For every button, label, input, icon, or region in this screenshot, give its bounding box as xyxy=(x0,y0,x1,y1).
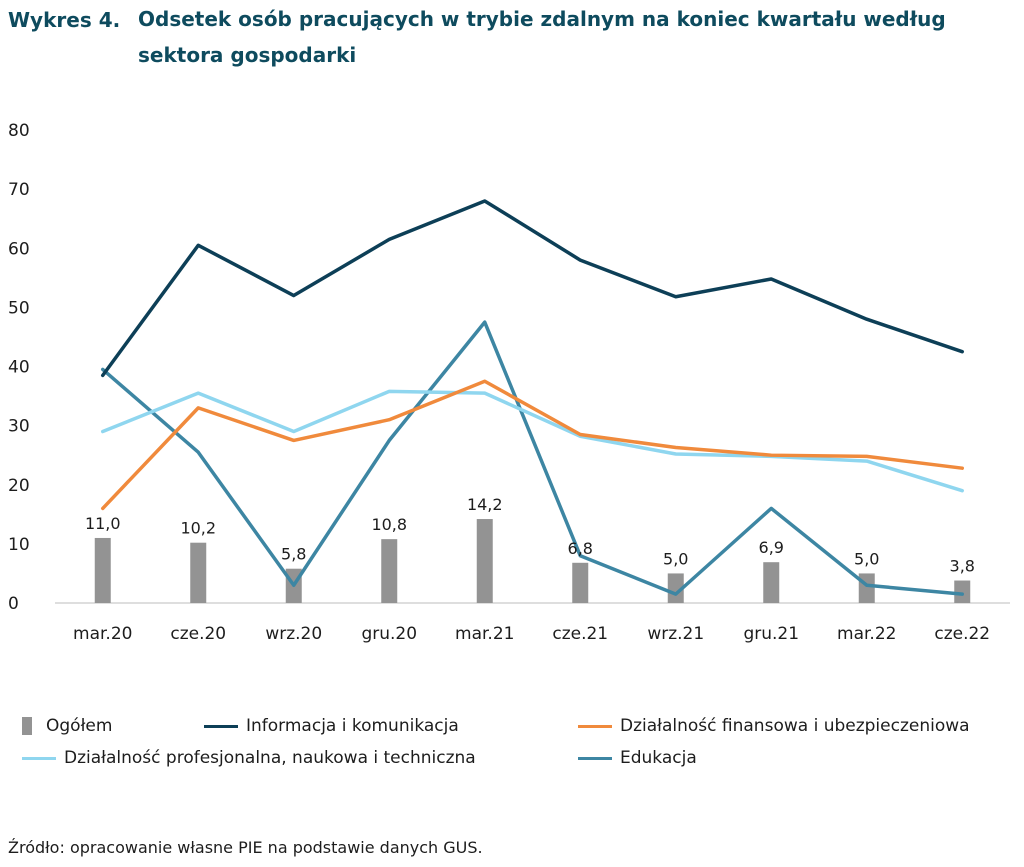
y-tick-label: 10 xyxy=(8,535,30,555)
bar-data-label: 10,2 xyxy=(180,519,216,538)
bar-ogolem xyxy=(94,537,111,603)
line-prof xyxy=(101,389,964,493)
legend-item-fin: Działalność finansowa i ubezpieczeniowa xyxy=(578,716,970,736)
bar-data-label: 10,8 xyxy=(371,515,407,534)
y-tick-label: 30 xyxy=(8,417,30,437)
bar-data-label: 6,8 xyxy=(568,539,593,558)
bar-ogolem xyxy=(954,580,971,603)
legend-swatch-info xyxy=(204,724,238,728)
legend-swatch-ogolem xyxy=(22,717,32,735)
legend-swatch-prof xyxy=(22,756,56,760)
bar-ogolem xyxy=(667,573,684,603)
x-tick-label: gru.21 xyxy=(743,624,799,644)
x-tick-label: cze.20 xyxy=(170,624,226,644)
line-fin xyxy=(101,379,964,511)
x-tick-label: mar.20 xyxy=(73,624,132,644)
legend-label-ogolem: Ogółem xyxy=(46,716,113,736)
bar-data-label: 11,0 xyxy=(85,514,121,533)
bar-data-label: 14,2 xyxy=(467,495,503,514)
legend-item-info: Informacja i komunikacja xyxy=(204,716,459,736)
chart-number: Wykres 4. xyxy=(8,8,121,32)
legend-swatch-fin xyxy=(578,724,612,728)
legend-swatch-edu xyxy=(578,756,612,760)
x-tick-label: gru.20 xyxy=(361,624,417,644)
bar-ogolem xyxy=(572,562,589,603)
x-tick-label: mar.22 xyxy=(837,624,896,644)
source-note: Źródło: opracowanie własne PIE na podsta… xyxy=(8,838,483,857)
bar-data-label: 3,8 xyxy=(950,557,975,576)
y-tick-label: 70 xyxy=(8,180,30,200)
legend-item-edu: Edukacja xyxy=(578,748,697,768)
y-tick-label: 60 xyxy=(8,239,30,259)
line-edu xyxy=(101,320,964,596)
y-tick-label: 0 xyxy=(8,594,19,614)
y-tick-label: 80 xyxy=(8,121,30,141)
bar-ogolem xyxy=(476,519,493,603)
chart-area: 0 10 20 30 40 50 60 70 80 mar.20 cze.20 wrz.20 gru.2… xyxy=(8,121,1010,644)
legend-label-prof: Działalność profesjonalna, naukowa i tec… xyxy=(64,748,476,768)
legend-label-info: Informacja i komunikacja xyxy=(246,716,459,736)
bar-ogolem xyxy=(763,562,780,603)
chart-title-text: Odsetek osób pracujących w trybie zdalny… xyxy=(138,7,946,67)
y-tick-label: 40 xyxy=(8,358,30,378)
x-tick-label: cze.22 xyxy=(934,624,990,644)
bar-data-label: 5,8 xyxy=(281,545,306,564)
bar-ogolem xyxy=(381,539,398,603)
x-tick-label: wrz.21 xyxy=(647,624,704,644)
bar-data-label: 6,9 xyxy=(759,538,784,557)
legend-item-ogolem: Ogółem xyxy=(22,716,112,736)
x-tick-label: wrz.20 xyxy=(265,624,322,644)
x-tick-label: mar.21 xyxy=(455,624,514,644)
legend-label-edu: Edukacja xyxy=(620,748,697,768)
bar-data-label: 5,0 xyxy=(663,549,688,568)
y-tick-label: 50 xyxy=(8,298,30,318)
legend: Ogółem Informacja i komunikacja Działaln… xyxy=(22,712,1022,782)
x-tick-label: cze.21 xyxy=(552,624,608,644)
bar-data-label: 5,0 xyxy=(854,549,879,568)
bar-ogolem xyxy=(858,573,875,603)
y-tick-label: 20 xyxy=(8,476,30,496)
legend-item-prof: Działalność profesjonalna, naukowa i tec… xyxy=(22,748,476,768)
legend-label-fin: Działalność finansowa i ubezpieczeniowa xyxy=(620,716,970,736)
line-info xyxy=(101,199,964,378)
bar-ogolem xyxy=(190,542,207,603)
